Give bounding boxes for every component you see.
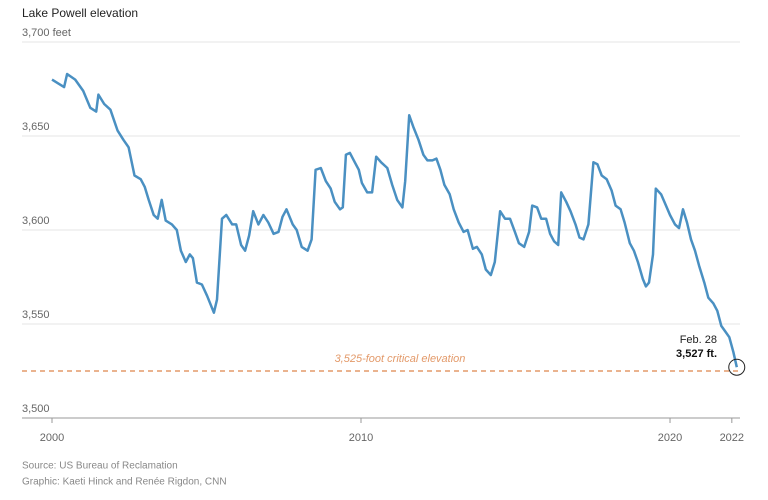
x-tick-label: 2020 (658, 432, 682, 444)
y-tick-label: 3,500 (22, 403, 50, 415)
x-tick-label: 2000 (40, 432, 64, 444)
x-tick-label: 2010 (349, 432, 373, 444)
credit: Graphic: Kaeti Hinck and Renée Rigdon, C… (22, 477, 227, 488)
reference-label: 3,525-foot critical elevation (335, 353, 466, 365)
y-tick-label: 3,550 (22, 309, 50, 321)
y-tick-label: 3,600 (22, 215, 50, 227)
end-marker (728, 358, 746, 376)
y-tick-label: 3,650 (22, 121, 50, 133)
line (51, 72, 739, 368)
x-tick-label: 2022 (720, 432, 744, 444)
source: Source: US Bureau of Reclamation (22, 461, 178, 472)
y-tick-label: 3,700 feet (22, 27, 71, 39)
end-value: 3,527 ft. (676, 348, 717, 360)
chart-title: Lake Powell elevation (22, 6, 138, 20)
end-date: Feb. 28 (680, 334, 717, 346)
